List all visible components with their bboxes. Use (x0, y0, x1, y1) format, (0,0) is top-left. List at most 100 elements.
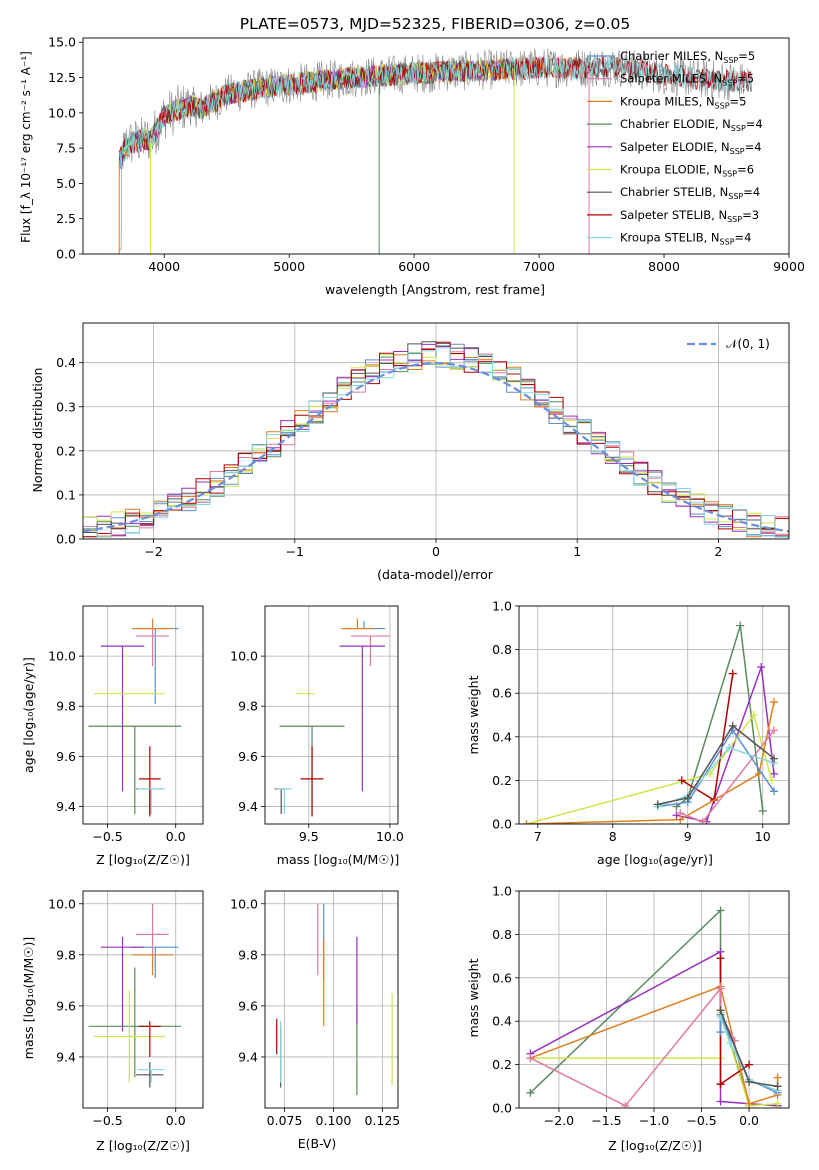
legend-label-sub: SSP (728, 192, 743, 201)
mass-weight-marker (716, 984, 725, 993)
mass-weight-marker (773, 1082, 782, 1091)
mass-ebv-ytick-label: 9.6 (238, 998, 258, 1013)
spectrum-ytick-label: 12.5 (48, 70, 76, 85)
mass-weight-marker (526, 1088, 535, 1097)
figure-title: PLATE=0573, MJD=52325, FIBERID=0306, z=0… (240, 15, 630, 33)
mass-weight-marker (749, 711, 758, 719)
spectrum-xtick-label: 5000 (273, 259, 305, 274)
mass-ebv-xtick-label: 0.075 (267, 1113, 303, 1128)
legend-label-main: Salpeter STELIB, N (620, 208, 727, 222)
legend-label-tail: =4 (746, 117, 763, 131)
mass-weight-marker (653, 800, 662, 809)
spectrum-xtick-label: 4000 (148, 259, 180, 274)
legend-label-sub: SSP (731, 124, 746, 133)
mass-vs-ebv-panel: 0.075 0.100 0.125 9.4 9.6 9.8 10.0 (230, 890, 400, 1128)
model-spectrum-line (118, 55, 752, 169)
legend-label-main: Kroupa ELODIE, N (620, 163, 722, 177)
age-mass-ytick-label: 9.8 (238, 699, 258, 714)
mass-weight-marker (770, 754, 778, 763)
weight-age-xtick-label: 10 (755, 829, 771, 844)
legend-label-tail: =4 (745, 140, 762, 154)
legend-label-main: Salpeter ELODIE, N (620, 140, 730, 154)
mass-weight-marker (621, 1101, 630, 1108)
mass-weight-marker (716, 1028, 725, 1037)
mass-weight-series-line (719, 1016, 778, 1092)
age-z-frame (82, 605, 204, 825)
mass-z-ytick-label: 9.6 (56, 998, 76, 1013)
mass-weight-series-line (657, 724, 775, 806)
weight-z-ylabel: mass weight (466, 958, 481, 1037)
age-mass-frame (264, 605, 399, 825)
weight-age-ytick-label: 0.6 (492, 686, 512, 701)
weight-z-ytick-label: 1.0 (492, 884, 512, 899)
legend-entry-label: Salpeter MILES, NSSP=5 (620, 72, 754, 88)
weight-z-ytick-label: 0.6 (492, 970, 512, 985)
mass-weight-marker (773, 1099, 782, 1108)
spectrum-ytick-label: 10.0 (48, 105, 76, 120)
legend-label-main: Kroupa MILES, N (620, 94, 715, 108)
weight-age-xlabel: age [log₁₀(age/yr)] (597, 852, 713, 867)
mass-z-xlabel: Z [log₁₀(Z/Z☉)] (96, 1138, 190, 1153)
mass-weight-marker (745, 1099, 754, 1108)
weight-age-frame (518, 605, 790, 825)
weight-z-plot-area (526, 906, 782, 1108)
histogram-ytick-label: 0.3 (56, 399, 76, 414)
legend-label-tail: =4 (735, 231, 752, 245)
legend-label-tail: =5 (737, 72, 754, 86)
mass-weight-marker (716, 1097, 725, 1106)
mass-ebv-frame (264, 890, 399, 1109)
mass-ebv-xtick-label: 0.125 (364, 1113, 400, 1128)
spectrum-ytick-label: 5.0 (56, 176, 76, 191)
weight-age-plot-area (522, 621, 778, 824)
weight-z-xtick-label: −1.0 (639, 1113, 669, 1128)
legend-label-sub: SSP (722, 79, 737, 88)
mass-weight-series-line (526, 701, 775, 824)
legend-label-sub: SSP (723, 56, 738, 65)
mass-weight-marker (770, 697, 778, 706)
mass-weight-marker (522, 820, 531, 824)
histogram-step-line (83, 347, 789, 538)
weight-age-ytick-label: 0.4 (492, 729, 512, 744)
mass-weight-series-line (526, 713, 773, 824)
mass-weight-marker (728, 721, 737, 730)
age-z-xtick-label: 0.0 (166, 829, 186, 844)
mass-weight-marker (770, 769, 778, 778)
weight-age-xtick-label: 8 (609, 829, 617, 844)
mass-weight-vs-age-panel: 7 8 9 10 0.0 0.2 0.4 0.6 0.8 1.0 (492, 599, 790, 844)
mass-weight-marker (677, 776, 686, 785)
legend-label-tail: =3 (742, 208, 759, 222)
weight-z-frame (518, 890, 790, 1109)
age-z-ytick-label: 9.6 (56, 749, 76, 764)
legend-label-sub: SSP (727, 215, 742, 224)
age-mass-ytick-label: 9.6 (238, 749, 258, 764)
mass-z-plot-area (88, 903, 182, 1088)
spectrum-xtick-label: 9000 (773, 259, 805, 274)
weight-z-ytick-label: 0.2 (492, 1057, 512, 1072)
spectrum-ytick-label: 15.0 (48, 35, 76, 50)
weight-z-xlabel: Z [log₁₀(Z/Z☉)] (608, 1138, 702, 1153)
weight-z-xtick-label: −2.0 (544, 1113, 574, 1128)
legend-entry-label: Salpeter ELODIE, NSSP=4 (620, 140, 762, 156)
mass-weight-marker (728, 669, 737, 678)
age-z-ytick-label: 10.0 (48, 649, 76, 664)
mass-weight-marker (526, 1054, 535, 1063)
legend-label-main: Kroupa STELIB, N (620, 231, 720, 245)
legend-label-sub: SSP (722, 170, 737, 179)
mass-z-ytick-label: 9.4 (56, 1049, 76, 1064)
age-vs-mass-panel: 9.5 10.0 9.4 9.6 9.8 10.0 (230, 605, 404, 844)
mass-weight-marker (716, 906, 725, 915)
mass-ebv-ytick-label: 9.8 (238, 947, 258, 962)
legend-entry-label: Kroupa MILES, NSSP=5 (620, 94, 746, 110)
mass-weight-marker (767, 776, 776, 785)
weight-age-ytick-label: 0.2 (492, 773, 512, 788)
mass-ebv-ytick-label: 9.4 (238, 1049, 258, 1064)
weight-age-ylabel: mass weight (466, 675, 481, 754)
legend-label-tail: =6 (737, 163, 754, 177)
weight-age-ytick-label: 1.0 (492, 599, 512, 614)
mass-weight-vs-metallicity-panel: −2.0 −1.5 −1.0 −0.5 0.0 0.0 0.2 0.4 0.6 0.8 1.0 (492, 884, 790, 1128)
age-z-ylabel: age [log₁₀(age/yr)] (21, 657, 36, 773)
mass-z-xtick-label: 0.0 (166, 1113, 186, 1128)
spectrum-frame (82, 37, 790, 255)
spectrum-panel: 4000 5000 6000 7000 8000 9000 0.0 2.5 5.0 7.5 10.0… (48, 35, 805, 274)
